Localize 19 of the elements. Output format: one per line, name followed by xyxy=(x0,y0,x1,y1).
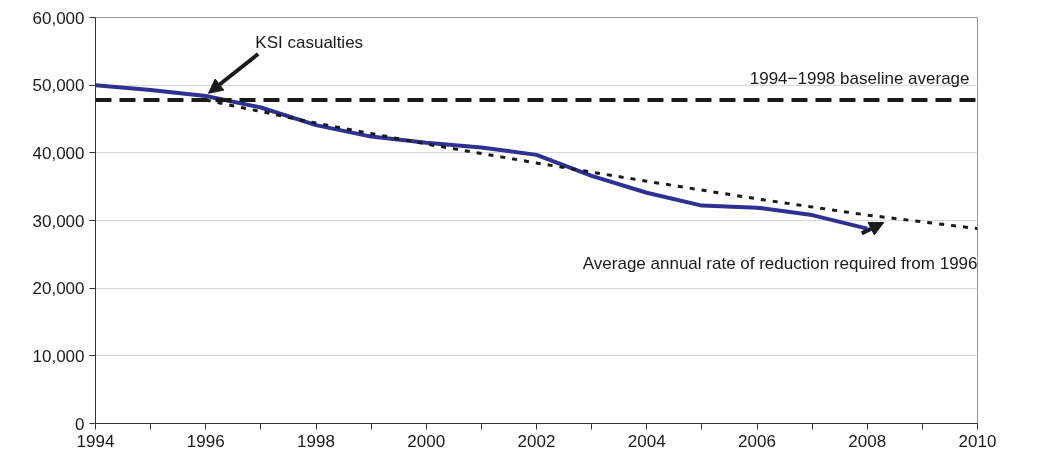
x-tick-label: 1998 xyxy=(297,431,335,451)
x-tick-label: 2008 xyxy=(848,431,887,451)
y-tick-label: 20,000 xyxy=(32,279,85,299)
x-tick-label: 1996 xyxy=(186,431,225,451)
x-tick-label: 2000 xyxy=(407,431,446,451)
y-tick-label: 10,000 xyxy=(32,346,85,366)
y-tick-label: 40,000 xyxy=(32,143,85,163)
y-tick-label: 50,000 xyxy=(32,76,85,96)
annotation: Average annual rate of reduction required from 1996 xyxy=(582,253,978,273)
y-tick-label: 0 xyxy=(75,414,85,434)
x-tick-label: 2002 xyxy=(517,431,556,451)
y-tick-label: 30,000 xyxy=(32,211,85,231)
y-tick-label: 60,000 xyxy=(32,8,85,28)
x-tick-label: 2004 xyxy=(627,431,666,451)
x-tick-label: 1994 xyxy=(76,431,115,451)
annotation: KSI casualties xyxy=(255,33,364,53)
x-tick-label: 2006 xyxy=(738,431,776,451)
ref-line-label: 1994−1998 baseline average xyxy=(749,69,970,89)
x-tick-label: 2010 xyxy=(958,431,997,451)
